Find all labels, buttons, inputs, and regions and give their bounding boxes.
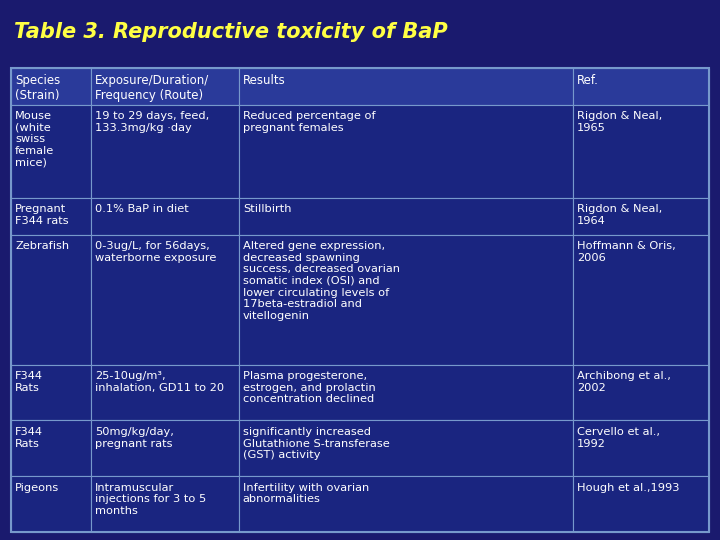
- Text: Pregnant
F344 rats: Pregnant F344 rats: [15, 204, 68, 226]
- Text: Species
(Strain): Species (Strain): [15, 74, 60, 102]
- Text: Reduced percentage of
pregnant females: Reduced percentage of pregnant females: [243, 111, 376, 133]
- Bar: [11, 476, 91, 532]
- Bar: [238, 198, 572, 235]
- Text: 50mg/kg/day,
pregnant rats: 50mg/kg/day, pregnant rats: [95, 427, 174, 449]
- Text: 0-3ug/L, for 56days,
waterborne exposure: 0-3ug/L, for 56days, waterborne exposure: [95, 241, 216, 263]
- Text: Zebrafish: Zebrafish: [15, 241, 69, 251]
- Bar: [572, 235, 709, 364]
- Bar: [572, 68, 709, 105]
- Text: 25-10ug/m³,
inhalation, GD11 to 20: 25-10ug/m³, inhalation, GD11 to 20: [95, 371, 224, 393]
- Text: Ref.: Ref.: [577, 74, 599, 87]
- Text: Pigeons: Pigeons: [15, 483, 59, 492]
- Text: Table 3. Reproductive toxicity of BaP: Table 3. Reproductive toxicity of BaP: [14, 22, 448, 42]
- Text: Hough et al.,1993: Hough et al.,1993: [577, 483, 680, 492]
- Bar: [91, 476, 238, 532]
- Bar: [91, 235, 238, 364]
- Text: Cervello et al.,
1992: Cervello et al., 1992: [577, 427, 660, 449]
- Bar: [91, 364, 238, 421]
- Bar: [238, 476, 572, 532]
- Bar: [238, 105, 572, 198]
- Bar: [238, 421, 572, 476]
- Text: Hoffmann & Oris,
2006: Hoffmann & Oris, 2006: [577, 241, 675, 263]
- Text: Results: Results: [243, 74, 286, 87]
- Bar: [11, 68, 91, 105]
- Text: F344
Rats: F344 Rats: [15, 371, 43, 393]
- Text: Rigdon & Neal,
1965: Rigdon & Neal, 1965: [577, 111, 662, 133]
- Bar: [11, 198, 91, 235]
- Bar: [572, 105, 709, 198]
- Bar: [91, 105, 238, 198]
- Bar: [572, 364, 709, 421]
- Bar: [238, 68, 572, 105]
- Text: Rigdon & Neal,
1964: Rigdon & Neal, 1964: [577, 204, 662, 226]
- Bar: [11, 235, 91, 364]
- Text: 0.1% BaP in diet: 0.1% BaP in diet: [95, 204, 189, 214]
- Text: Infertility with ovarian
abnormalities: Infertility with ovarian abnormalities: [243, 483, 369, 504]
- Bar: [91, 198, 238, 235]
- Text: Altered gene expression,
decreased spawning
success, decreased ovarian
somatic i: Altered gene expression, decreased spawn…: [243, 241, 400, 321]
- Text: Mouse
(white
swiss
female
mice): Mouse (white swiss female mice): [15, 111, 55, 167]
- Text: Stillbirth: Stillbirth: [243, 204, 292, 214]
- Bar: [238, 364, 572, 421]
- Bar: [572, 198, 709, 235]
- Bar: [11, 364, 91, 421]
- Text: Intramuscular
injections for 3 to 5
months: Intramuscular injections for 3 to 5 mont…: [95, 483, 206, 516]
- Bar: [91, 68, 238, 105]
- Text: Archibong et al.,
2002: Archibong et al., 2002: [577, 371, 671, 393]
- Bar: [572, 476, 709, 532]
- Text: significantly increased
Glutathione S-transferase
(GST) activity: significantly increased Glutathione S-tr…: [243, 427, 390, 460]
- Bar: [11, 421, 91, 476]
- Text: F344
Rats: F344 Rats: [15, 427, 43, 449]
- Bar: [238, 235, 572, 364]
- Bar: [91, 421, 238, 476]
- Text: Exposure/Duration/
Frequency (Route): Exposure/Duration/ Frequency (Route): [95, 74, 209, 102]
- Text: Plasma progesterone,
estrogen, and prolactin
concentration declined: Plasma progesterone, estrogen, and prola…: [243, 371, 376, 404]
- Text: 19 to 29 days, feed,
133.3mg/kg ·day: 19 to 29 days, feed, 133.3mg/kg ·day: [95, 111, 209, 133]
- Bar: [11, 68, 709, 532]
- Bar: [572, 421, 709, 476]
- Bar: [11, 105, 91, 198]
